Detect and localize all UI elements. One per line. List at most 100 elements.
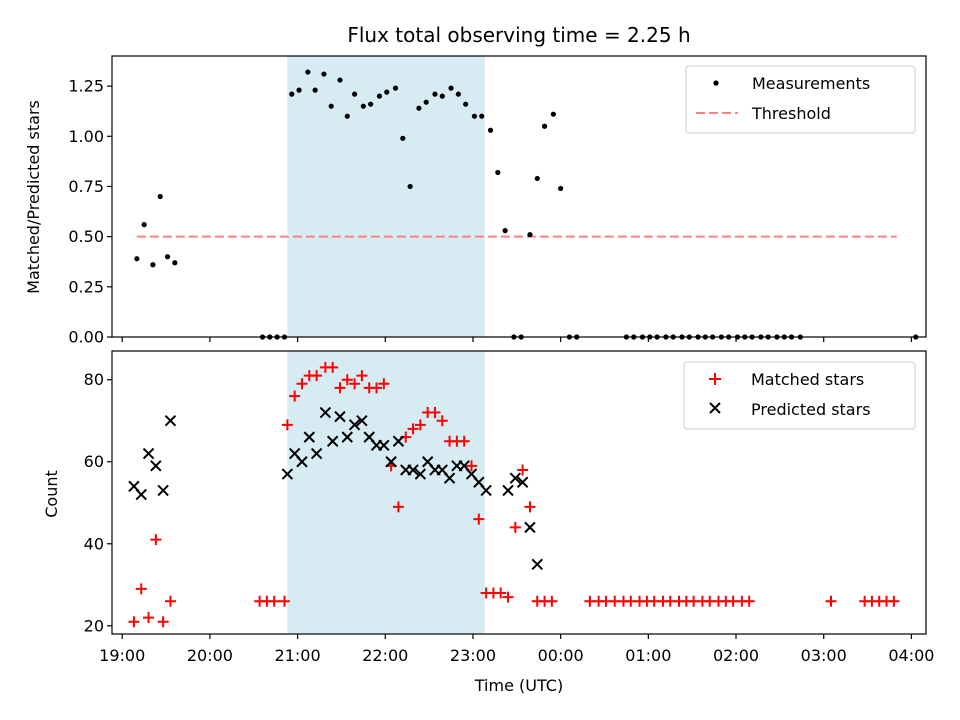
matched-star-point [458,435,470,447]
measurement-point [471,113,478,119]
measurement-point [344,113,350,119]
matched-star-point [150,534,162,546]
matched-star-point [349,378,361,390]
legend-predicted-label: Predicted stars [751,400,871,419]
predicted-star-point [281,468,294,480]
matched-star-point [135,583,147,595]
predicted-star-point [407,464,419,476]
y-tick-label: 0.75 [68,177,104,196]
matched-star-point [128,616,140,628]
matched-star-point [327,361,339,373]
measurement-point [400,135,406,141]
y-tick-label: 1.00 [68,127,104,146]
measurement-point [558,185,564,192]
matched-star-point [281,419,293,431]
measurement-point [289,91,295,97]
measurement-point [150,262,156,268]
predicted-star-point [150,460,162,472]
measurement-point [495,169,501,176]
x-tick-label: 04:00 [888,646,934,665]
matched-star-point [495,587,507,599]
matched-star-point [311,370,323,382]
y-tick-label: 0.00 [68,328,104,347]
predicted-star-point [157,484,169,497]
ratio-panel-frame [111,55,927,338]
predicted-star-point [443,472,456,484]
predicted-star-point [142,447,155,460]
matched-star-point [436,415,448,427]
matched-star-points [128,361,900,628]
measurement-point [164,254,171,260]
predicted-star-point [135,488,147,501]
measurement-point [487,127,494,133]
predicted-star-point [531,558,543,570]
y-tick-label: 20 [84,616,104,635]
measurement-point [312,87,318,93]
count-x-ticks: 19:00 20:00 21:00 22:00 23:00 00:00 01:00 02:00… [99,634,934,665]
predicted-star-point [392,435,405,447]
measurement-point [384,89,390,95]
measurement-point [416,105,422,111]
y-tick-label: 0.25 [68,277,104,296]
measurement-point [296,87,302,93]
measurement-point [376,93,383,99]
measurement-point [455,91,461,97]
predicted-star-point [303,431,315,443]
predicted-star-point [502,484,514,497]
matched-star-point [743,595,755,607]
predicted-star-point [480,484,492,497]
measurement-point [502,228,508,234]
matched-star-point [268,595,280,607]
matched-star-point [334,382,346,394]
ratio-panel: 0.00 0.25 0.50 0.75 1.00 1.25 Matched/Predict… [24,55,927,347]
predicted-star-points [128,406,543,570]
matched-star-point [502,591,514,603]
y-tick-label: 0.50 [68,227,104,246]
measurement-point [328,103,334,109]
x-tick-label: 22:00 [362,646,408,665]
predicted-star-point [414,468,427,480]
predicted-star-point [310,447,323,460]
measurement-point [448,85,454,91]
predicted-star-point [164,415,177,427]
measurement-point [172,260,178,266]
x-tick-label: 02:00 [713,646,759,665]
matched-star-point [466,460,478,472]
ratio-legend: Measurements Threshold [685,65,916,134]
measurement-point [157,193,163,200]
matched-star-point [289,390,301,402]
measurement-point [141,222,147,228]
matched-star-point [546,595,558,607]
y-tick-label: 40 [84,534,104,553]
matched-star-point [517,464,529,476]
ratio-y-axis-label: Matched/Predicted stars [24,100,43,294]
predicted-star-point [326,435,339,447]
legend-predicted-marker [709,402,721,414]
matched-star-point [278,595,290,607]
x-tick-label: 01:00 [625,646,671,665]
count-y-ticks: 20 40 60 80 [84,370,112,635]
legend-matched-marker [709,373,721,385]
legend-measurements-label: Measurements [752,74,870,93]
measurement-point [360,103,366,109]
matched-star-point [296,378,308,390]
predicted-star-point [378,439,390,452]
measurement-point [392,85,399,91]
predicted-star-point [516,476,529,488]
matched-star-point [509,521,521,533]
measurement-point [432,91,438,97]
matched-star-point [392,501,404,513]
matched-star-point [157,616,169,628]
matched-star-point [524,501,536,513]
x-tick-label: 03:00 [801,646,847,665]
predicted-star-point [319,406,332,419]
predicted-star-point [356,415,368,427]
matched-star-point [888,595,900,607]
matched-star-point [407,423,419,435]
measurement-point [527,232,533,238]
matched-star-point [429,407,441,419]
measurement-point [479,113,485,119]
legend-matched-label: Matched stars [751,370,864,389]
y-tick-label: 80 [84,370,104,389]
